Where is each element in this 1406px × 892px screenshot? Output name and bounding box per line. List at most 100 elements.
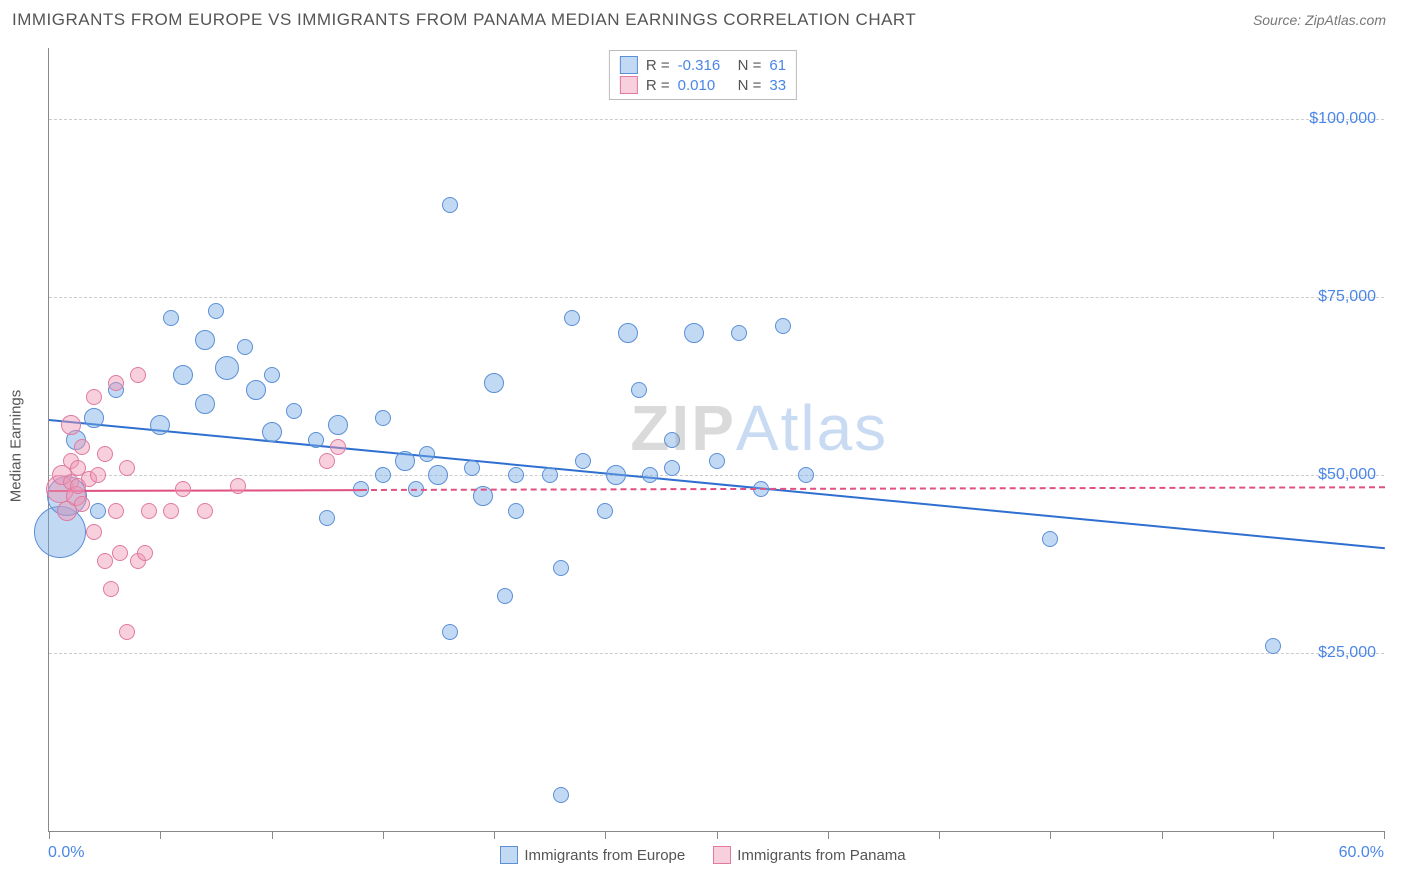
data-point [375, 410, 391, 426]
x-tick [717, 831, 718, 839]
data-point [375, 467, 391, 483]
data-point [328, 415, 348, 435]
legend-swatch [500, 846, 518, 864]
data-point [631, 382, 647, 398]
stat-r-value: -0.316 [678, 57, 730, 74]
data-point [84, 408, 104, 428]
chart-header: IMMIGRANTS FROM EUROPE VS IMMIGRANTS FRO… [0, 0, 1406, 38]
data-point [195, 394, 215, 414]
stats-legend-row: R = -0.316 N = 61 [620, 55, 786, 75]
data-point [464, 460, 480, 476]
data-point [775, 318, 791, 334]
data-point [74, 439, 90, 455]
data-point [141, 503, 157, 519]
data-point [1265, 638, 1281, 654]
data-point [709, 453, 725, 469]
x-tick [49, 831, 50, 839]
stat-n-value: 61 [769, 57, 786, 74]
y-tick-label: $100,000 [1309, 110, 1376, 128]
data-point [1042, 531, 1058, 547]
data-point [395, 451, 415, 471]
data-point [419, 446, 435, 462]
stat-r-label: R = [646, 77, 670, 94]
x-tick [1273, 831, 1274, 839]
data-point [74, 496, 90, 512]
data-point [618, 323, 638, 343]
gridline-h [49, 475, 1384, 476]
data-point [97, 446, 113, 462]
data-point [163, 503, 179, 519]
data-point [575, 453, 591, 469]
data-point [664, 432, 680, 448]
y-tick-label: $25,000 [1318, 644, 1376, 662]
data-point [175, 481, 191, 497]
data-point [90, 467, 106, 483]
data-point [119, 460, 135, 476]
data-point [86, 389, 102, 405]
legend-swatch [620, 76, 638, 94]
legend-label: Immigrants from Panama [737, 847, 905, 864]
data-point [731, 325, 747, 341]
data-point [246, 380, 266, 400]
chart-title: IMMIGRANTS FROM EUROPE VS IMMIGRANTS FRO… [12, 10, 916, 30]
data-point [286, 403, 302, 419]
x-tick [272, 831, 273, 839]
data-point [103, 581, 119, 597]
data-point [163, 310, 179, 326]
legend-label: Immigrants from Europe [524, 847, 685, 864]
data-point [137, 545, 153, 561]
data-point [553, 560, 569, 576]
x-tick [605, 831, 606, 839]
x-tick [939, 831, 940, 839]
data-point [330, 439, 346, 455]
stat-r-label: R = [646, 57, 670, 74]
x-tick [828, 831, 829, 839]
legend-swatch [620, 56, 638, 74]
y-tick-label: $50,000 [1318, 466, 1376, 484]
scatter-plot: $25,000 $50,000 $75,000 $100,000 [49, 48, 1384, 831]
legend-swatch [713, 846, 731, 864]
data-point [553, 787, 569, 803]
data-point [108, 503, 124, 519]
trend-line-dashed [361, 486, 1385, 491]
gridline-h [49, 119, 1384, 120]
data-point [230, 478, 246, 494]
data-point [86, 524, 102, 540]
x-tick [494, 831, 495, 839]
data-point [508, 467, 524, 483]
data-point [264, 367, 280, 383]
stat-n-label: N = [738, 57, 762, 74]
data-point [497, 588, 513, 604]
chart-source: Source: ZipAtlas.com [1253, 12, 1386, 28]
stat-n-label: N = [738, 77, 762, 94]
stat-n-value: 33 [769, 77, 786, 94]
data-point [215, 356, 239, 380]
data-point [150, 415, 170, 435]
data-point [798, 467, 814, 483]
data-point [208, 303, 224, 319]
data-point [606, 465, 626, 485]
data-point [642, 467, 658, 483]
data-point [319, 510, 335, 526]
stats-legend-row: R = 0.010 N = 33 [620, 75, 786, 95]
data-point [130, 367, 146, 383]
x-tick [1162, 831, 1163, 839]
trend-line [49, 489, 361, 492]
data-point [597, 503, 613, 519]
data-point [112, 545, 128, 561]
data-point [262, 422, 282, 442]
y-tick-label: $75,000 [1318, 288, 1376, 306]
x-tick [160, 831, 161, 839]
series-legend: Immigrants from Europe Immigrants from Pa… [0, 846, 1406, 864]
stats-legend: R = -0.316 N = 61R = 0.010 N = 33 [609, 50, 797, 100]
gridline-h [49, 653, 1384, 654]
data-point [684, 323, 704, 343]
data-point [197, 503, 213, 519]
data-point [61, 415, 81, 435]
data-point [119, 624, 135, 640]
data-point [97, 553, 113, 569]
legend-item: Immigrants from Panama [713, 846, 905, 864]
data-point [90, 503, 106, 519]
x-tick [1384, 831, 1385, 839]
data-point [428, 465, 448, 485]
